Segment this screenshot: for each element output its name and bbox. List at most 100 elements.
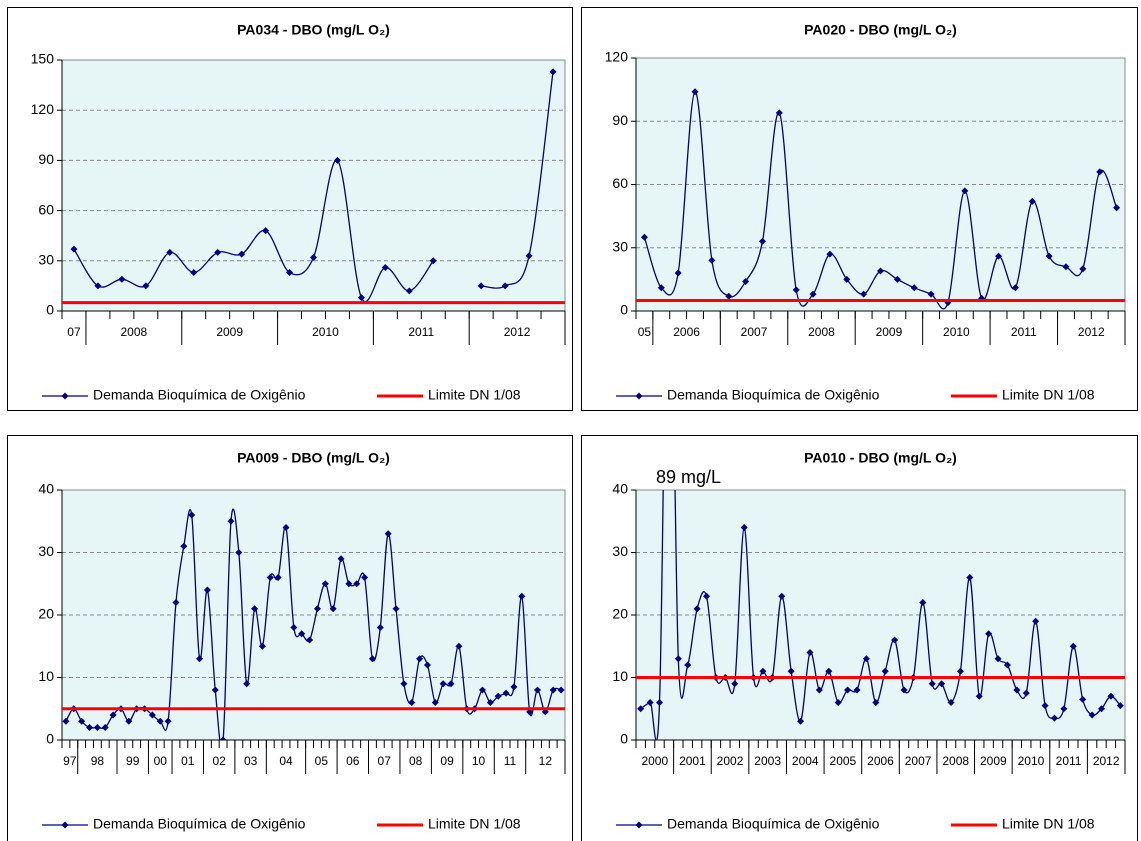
data-point [357, 294, 365, 302]
chart-title: PA010 - DBO (mg/L O₂) [804, 450, 957, 466]
data-point [502, 689, 510, 697]
data-point [778, 592, 786, 600]
data-point [731, 680, 739, 688]
data-point [881, 667, 889, 675]
data-point [1050, 714, 1058, 722]
y-tick-label: 0 [46, 302, 54, 318]
data-point [455, 642, 463, 650]
y-tick-label: 30 [38, 252, 54, 268]
x-group-label: 11 [504, 754, 517, 768]
data-point [101, 724, 109, 731]
data-point [549, 686, 557, 694]
data-point [927, 290, 935, 298]
data-point [787, 667, 795, 675]
data-point [439, 680, 447, 688]
y-tick-label: 40 [38, 481, 54, 497]
x-group-label: 2005 [830, 754, 857, 768]
x-group-label: 2008 [942, 754, 969, 768]
y-tick-label: 0 [620, 731, 628, 747]
x-group-label: 2008 [808, 325, 835, 339]
chart-title: PA034 - DBO (mg/L O₂) [237, 22, 390, 38]
legend-label: Limite DN 1/08 [428, 816, 521, 832]
data-point [1011, 284, 1019, 292]
data-point [815, 686, 823, 694]
x-group-label: 2010 [312, 325, 339, 339]
chart-title: PA009 - DBO (mg/L O₂) [237, 450, 390, 466]
x-group-label: 2012 [1078, 325, 1105, 339]
y-tick-label: 60 [612, 175, 628, 191]
x-group-label: 05 [638, 325, 652, 339]
data-point [211, 686, 219, 694]
data-point [494, 692, 502, 700]
data-point [877, 267, 884, 275]
data-point [118, 275, 126, 283]
data-point [384, 530, 392, 538]
data-point [329, 605, 337, 613]
y-tick-label: 20 [38, 606, 54, 622]
data-point [78, 717, 86, 725]
legend-label: Limite DN 1/08 [1002, 387, 1095, 403]
data-point [180, 542, 188, 550]
data-point [70, 245, 78, 253]
x-group-label: 99 [126, 754, 140, 768]
data-point [214, 248, 222, 256]
data-point [321, 580, 329, 588]
data-point [1013, 686, 1021, 694]
data-point [125, 717, 133, 725]
data-point [1022, 689, 1030, 697]
data-point [525, 252, 533, 260]
x-group-label: 2006 [867, 754, 894, 768]
x-group-label: 10 [472, 754, 486, 768]
data-point [306, 636, 314, 644]
data-point [985, 630, 993, 638]
x-group-label: 2011 [408, 325, 434, 339]
data-point [742, 277, 750, 285]
x-group-label: 03 [244, 754, 258, 768]
data-point [1069, 642, 1077, 650]
x-group-label: 02 [213, 754, 227, 768]
y-tick-label: 10 [38, 668, 54, 684]
data-point [975, 692, 983, 700]
data-point [1079, 265, 1087, 273]
legend-marker [635, 821, 643, 829]
data-point [262, 227, 270, 235]
data-point [501, 282, 509, 290]
data-point [345, 580, 353, 588]
legend-marker [61, 392, 69, 400]
y-tick-label: 40 [612, 481, 628, 497]
y-tick-label: 10 [612, 668, 628, 684]
data-point [549, 68, 557, 76]
data-point [94, 282, 102, 290]
data-point [486, 699, 494, 706]
data-point [196, 655, 204, 663]
plot-marks [636, 88, 1125, 310]
data-point [408, 699, 416, 706]
x-group-label: 2003 [754, 754, 781, 768]
data-point [416, 655, 424, 663]
data-point [703, 592, 711, 600]
data-point [93, 724, 101, 731]
plot-marks [62, 68, 565, 305]
legend-label: Demanda Bioquímica de Oxigênio [93, 816, 306, 832]
data-point [1032, 617, 1040, 625]
data-point [919, 599, 927, 606]
x-group-label: 12 [539, 754, 553, 768]
x-group-label: 04 [279, 754, 293, 768]
data-point [806, 649, 814, 656]
data-point [674, 269, 682, 277]
data-point [166, 248, 174, 256]
data-point [862, 655, 870, 663]
plot-area [61, 59, 566, 312]
data-point [392, 605, 400, 613]
data-point [557, 686, 565, 694]
data-point [310, 253, 317, 261]
data-point [243, 680, 251, 688]
data-point [693, 605, 701, 613]
data-point [844, 686, 852, 694]
data-point [298, 630, 306, 638]
y-tick-label: 120 [31, 101, 55, 117]
data-point [290, 624, 298, 631]
data-point [708, 256, 716, 264]
data-point [510, 683, 518, 691]
data-point [62, 717, 70, 725]
